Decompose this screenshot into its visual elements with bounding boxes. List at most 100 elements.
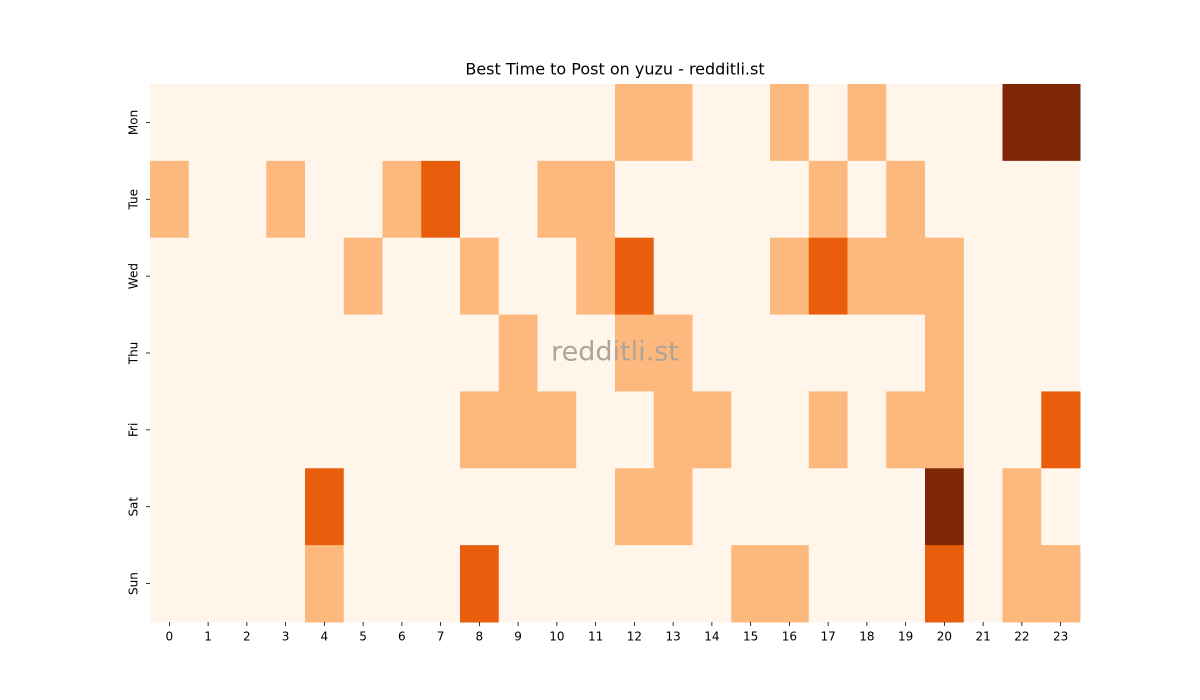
heatmap-cell — [1002, 391, 1042, 469]
heatmap-cell — [731, 237, 771, 316]
x-tick-label: 11 — [588, 630, 603, 644]
x-tick-label: 21 — [975, 630, 990, 644]
heatmap-cell — [421, 468, 461, 546]
heatmap-cell — [498, 314, 538, 392]
x-tick-label: 22 — [1014, 630, 1029, 644]
heatmap-cell — [498, 84, 538, 162]
heatmap-cell — [150, 391, 190, 469]
heatmap-cell — [421, 237, 461, 316]
heatmap-cell — [847, 468, 887, 546]
heatmap-cell — [963, 314, 1003, 392]
heatmap-cell — [266, 314, 306, 392]
heatmap-cell — [498, 160, 538, 239]
heatmap-cell — [188, 314, 228, 392]
heatmap-cells — [150, 84, 1081, 623]
heatmap-cell — [382, 391, 422, 469]
x-tick-label: 9 — [514, 630, 522, 644]
heatmap-cell — [1002, 160, 1042, 239]
heatmap-cell — [731, 468, 771, 546]
heatmap-cell — [925, 545, 965, 623]
heatmap-cell — [343, 545, 383, 623]
x-tick-label: 15 — [743, 630, 758, 644]
heatmap-cell — [382, 84, 422, 162]
heatmap-cell — [266, 237, 306, 316]
chart-title: Best Time to Post on yuzu - redditli.st — [465, 60, 764, 79]
heatmap-cell — [537, 545, 577, 623]
heatmap-cell — [847, 84, 887, 162]
heatmap-cell — [421, 545, 461, 623]
heatmap-cell — [808, 391, 848, 469]
heatmap-cell — [808, 84, 848, 162]
x-tick-label: 0 — [166, 630, 174, 644]
heatmap-cell — [382, 468, 422, 546]
x-tick-label: 23 — [1053, 630, 1068, 644]
x-tick-label: 18 — [859, 630, 874, 644]
heatmap-cell — [925, 84, 965, 162]
heatmap-cell — [305, 545, 345, 623]
heatmap-cell — [692, 160, 732, 239]
heatmap-cell — [460, 468, 500, 546]
heatmap-cell — [692, 391, 732, 469]
heatmap-cell — [576, 314, 616, 392]
heatmap-cell — [537, 314, 577, 392]
heatmap-cell — [925, 314, 965, 392]
heatmap-cell — [150, 160, 190, 239]
watermark: redditli.st — [551, 337, 679, 368]
heatmap-cell — [731, 391, 771, 469]
heatmap-cell — [615, 545, 655, 623]
heatmap-cell — [343, 237, 383, 316]
heatmap-cell — [188, 391, 228, 469]
heatmap-cell — [537, 391, 577, 469]
heatmap-cell — [266, 391, 306, 469]
heatmap-cell — [653, 237, 693, 316]
heatmap-cell — [421, 391, 461, 469]
heatmap-cell — [925, 391, 965, 469]
heatmap-cell — [343, 84, 383, 162]
heatmap-cell — [305, 84, 345, 162]
heatmap-cell — [925, 468, 965, 546]
heatmap-cell — [188, 237, 228, 316]
heatmap-cell — [421, 314, 461, 392]
heatmap-cell — [1041, 391, 1081, 469]
heatmap-cell — [188, 468, 228, 546]
heatmap-cell — [1041, 237, 1081, 316]
heatmap-cell — [460, 545, 500, 623]
heatmap-cell — [615, 391, 655, 469]
x-tick-label: 3 — [282, 630, 290, 644]
heatmap-cell — [266, 468, 306, 546]
heatmap-cell — [537, 468, 577, 546]
heatmap-cell — [770, 314, 810, 392]
heatmap-cell — [808, 468, 848, 546]
heatmap-cell — [653, 160, 693, 239]
heatmap-cell — [266, 160, 306, 239]
x-tick-label: 16 — [782, 630, 797, 644]
heatmap-cell — [382, 237, 422, 316]
heatmap-cell — [227, 468, 267, 546]
x-tick-label: 19 — [898, 630, 913, 644]
x-tick-label: 14 — [704, 630, 719, 644]
heatmap-cell — [808, 160, 848, 239]
heatmap-cell — [227, 84, 267, 162]
heatmap-cell — [692, 468, 732, 546]
x-tick-label: 5 — [359, 630, 367, 644]
heatmap-cell — [963, 84, 1003, 162]
heatmap-cell — [886, 314, 926, 392]
heatmap-cell — [847, 314, 887, 392]
heatmap-cell — [1002, 545, 1042, 623]
heatmap-cell — [1002, 314, 1042, 392]
y-tick-label: Tue — [127, 189, 141, 211]
heatmap-cell — [808, 237, 848, 316]
heatmap-cell — [227, 160, 267, 239]
heatmap-cell — [305, 314, 345, 392]
x-tick-label: 6 — [398, 630, 406, 644]
heatmap-cell — [615, 160, 655, 239]
heatmap-cell — [460, 160, 500, 239]
heatmap-cell — [1002, 237, 1042, 316]
heatmap-cell — [770, 84, 810, 162]
heatmap-cell — [963, 468, 1003, 546]
heatmap-cell — [343, 160, 383, 239]
heatmap-cell — [150, 468, 190, 546]
heatmap-cell — [188, 545, 228, 623]
heatmap-cell — [731, 545, 771, 623]
